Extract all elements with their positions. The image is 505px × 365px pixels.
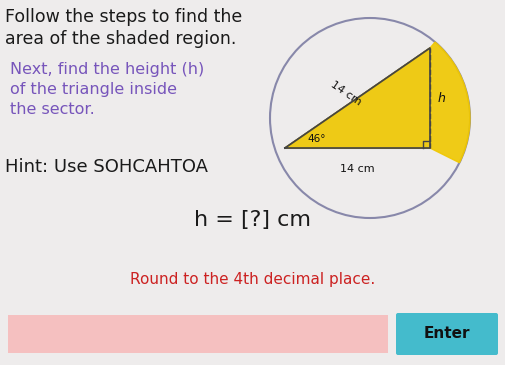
Text: 14 cm: 14 cm [328,79,362,107]
Text: Round to the 4th decimal place.: Round to the 4th decimal place. [130,272,375,287]
Text: 14 cm: 14 cm [339,164,374,174]
Text: Next, find the height (h): Next, find the height (h) [10,62,204,77]
Text: area of the shaded region.: area of the shaded region. [5,30,236,48]
Polygon shape [284,48,429,148]
Text: Follow the steps to find the: Follow the steps to find the [5,8,242,26]
Polygon shape [284,42,469,163]
Bar [8,315,387,353]
Text: h = [?] cm: h = [?] cm [194,210,311,230]
Text: Hint: Use SOHCAHTOA: Hint: Use SOHCAHTOA [5,158,208,176]
Text: the sector.: the sector. [10,102,94,117]
Text: Enter: Enter [423,327,469,342]
Text: 46°: 46° [307,134,325,144]
Text: of the triangle inside: of the triangle inside [10,82,177,97]
FancyBboxPatch shape [395,313,497,355]
Text: h: h [437,92,445,104]
